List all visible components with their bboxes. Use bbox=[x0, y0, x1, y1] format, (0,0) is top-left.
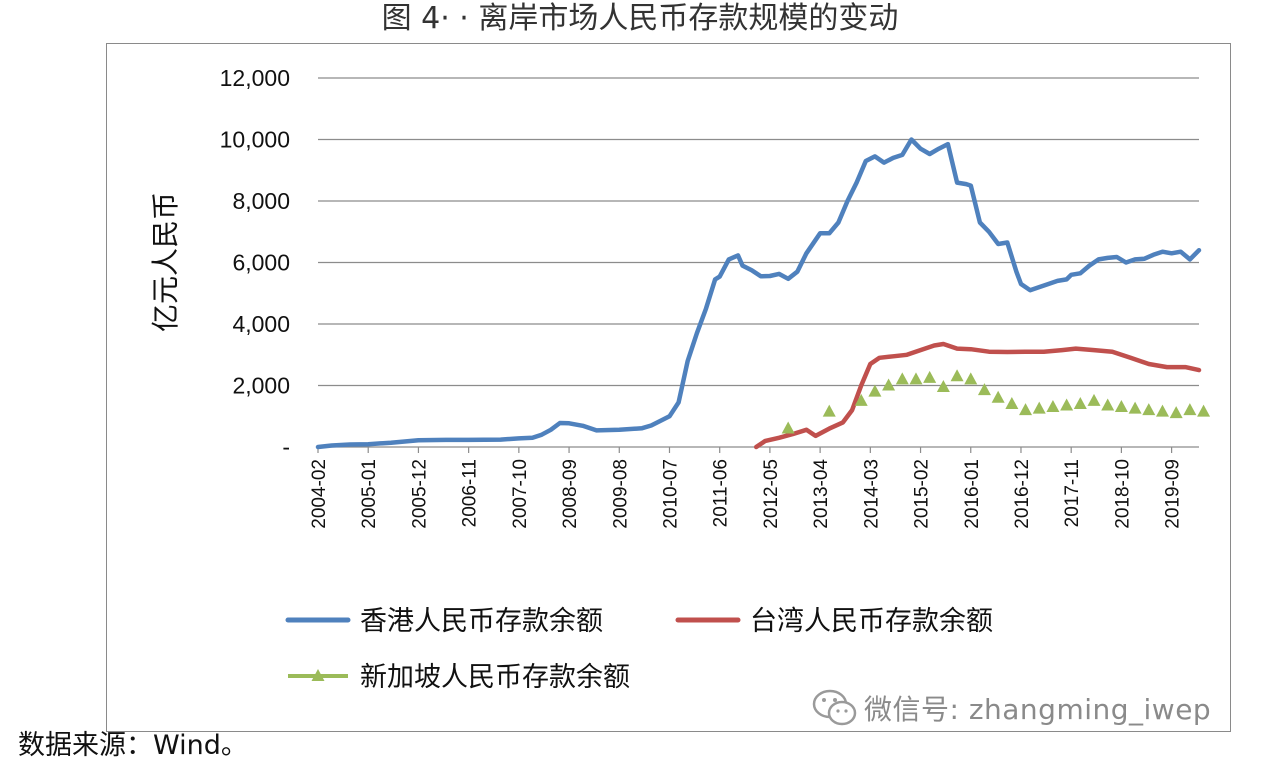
legend-label-0: 香港人民币存款余额 bbox=[360, 606, 603, 637]
x-tick-label: 2015-02 bbox=[912, 459, 933, 529]
series-marker-2 bbox=[781, 421, 795, 434]
series-marker-2 bbox=[822, 404, 836, 417]
x-tick-label: 2007-10 bbox=[510, 459, 531, 529]
series-marker-2 bbox=[977, 383, 991, 396]
series-marker-2 bbox=[868, 384, 882, 397]
series-marker-2 bbox=[964, 372, 978, 385]
y-tick-label: 12,000 bbox=[220, 65, 290, 91]
x-tick-label: 2017-11 bbox=[1062, 459, 1083, 527]
x-tick-label: 2016-12 bbox=[1012, 459, 1033, 529]
series-marker-2 bbox=[1128, 401, 1142, 414]
x-tick-label: 2012-05 bbox=[761, 459, 782, 529]
x-tick-label: 2018-10 bbox=[1112, 459, 1133, 529]
series-marker-2 bbox=[1019, 403, 1033, 416]
series-marker-2 bbox=[854, 393, 868, 406]
x-tick-label: 2010-07 bbox=[660, 459, 681, 529]
series-marker-2 bbox=[895, 372, 909, 385]
grid-lines bbox=[318, 77, 1199, 448]
series-marker-2 bbox=[909, 372, 923, 385]
series-marker-2 bbox=[1142, 403, 1156, 416]
series-marker-2 bbox=[991, 390, 1005, 403]
figure-title: 图 4· · 离岸市场人民币存款规模的变动 bbox=[381, 1, 899, 36]
x-tick-label: 2019-09 bbox=[1163, 459, 1184, 529]
y-axis-label: 亿元人民币 bbox=[149, 192, 182, 332]
x-tick-label: 2005-01 bbox=[359, 459, 380, 529]
y-tick-label: 8,000 bbox=[232, 188, 290, 214]
series-marker-2 bbox=[882, 378, 896, 391]
series-marker-2 bbox=[1114, 400, 1128, 413]
y-tick-label: 10,000 bbox=[220, 127, 290, 153]
series-layer bbox=[315, 137, 1211, 450]
series-marker-2 bbox=[1073, 396, 1087, 409]
x-tick-label: 2008-09 bbox=[560, 459, 581, 529]
x-tick-label: 2011-06 bbox=[711, 459, 732, 527]
series-marker-2 bbox=[1060, 398, 1074, 411]
wechat-watermark: 微信号: zhangming_iwep bbox=[812, 688, 1211, 728]
y-tick-label: 6,000 bbox=[232, 250, 290, 276]
legend-label-1: 台湾人民币存款余额 bbox=[750, 606, 993, 637]
series-line-1 bbox=[753, 341, 1202, 450]
x-tick-label: 2016-01 bbox=[962, 459, 983, 529]
series-marker-2 bbox=[1197, 404, 1211, 417]
watermark-text: 微信号: zhangming_iwep bbox=[864, 693, 1212, 726]
x-axis-ticks: 2004-02 2005-01 2005-12 2006-11 2007-10 2008-… bbox=[309, 447, 1184, 529]
series-marker-2 bbox=[1032, 401, 1046, 414]
x-tick-label: 2004-02 bbox=[309, 459, 330, 529]
series-marker-2 bbox=[1101, 398, 1115, 411]
x-tick-label: 2006-11 bbox=[460, 459, 481, 527]
series-line-0 bbox=[315, 137, 1202, 450]
chart-frame bbox=[106, 43, 1231, 732]
y-tick-label: - bbox=[282, 434, 290, 460]
wechat-icon bbox=[812, 689, 857, 726]
legend-label-2: 新加坡人民币存款余额 bbox=[360, 662, 630, 693]
x-tick-label: 2005-12 bbox=[409, 459, 430, 529]
legend-marker-2 bbox=[311, 669, 325, 681]
series-marker-2 bbox=[1155, 404, 1169, 417]
y-tick-label: 4,000 bbox=[232, 311, 290, 337]
y-tick-label: 2,000 bbox=[232, 373, 290, 399]
series-marker-2 bbox=[950, 369, 964, 382]
series-marker-2 bbox=[936, 380, 950, 393]
series-marker-2 bbox=[1169, 406, 1183, 419]
data-source-note: 数据来源：Wind。 bbox=[18, 730, 248, 761]
series-marker-2 bbox=[1005, 396, 1019, 409]
y-axis-ticks: - 2,000 4,000 6,000 8,000 10,000 12,000 bbox=[220, 65, 290, 460]
series-marker-2 bbox=[1087, 393, 1101, 406]
series-marker-2 bbox=[1183, 403, 1197, 416]
x-tick-label: 2014-03 bbox=[861, 459, 882, 529]
x-tick-label: 2013-04 bbox=[811, 459, 832, 529]
series-marker-2 bbox=[923, 370, 937, 383]
x-tick-label: 2009-08 bbox=[610, 459, 631, 529]
series-marker-2 bbox=[1046, 400, 1060, 413]
